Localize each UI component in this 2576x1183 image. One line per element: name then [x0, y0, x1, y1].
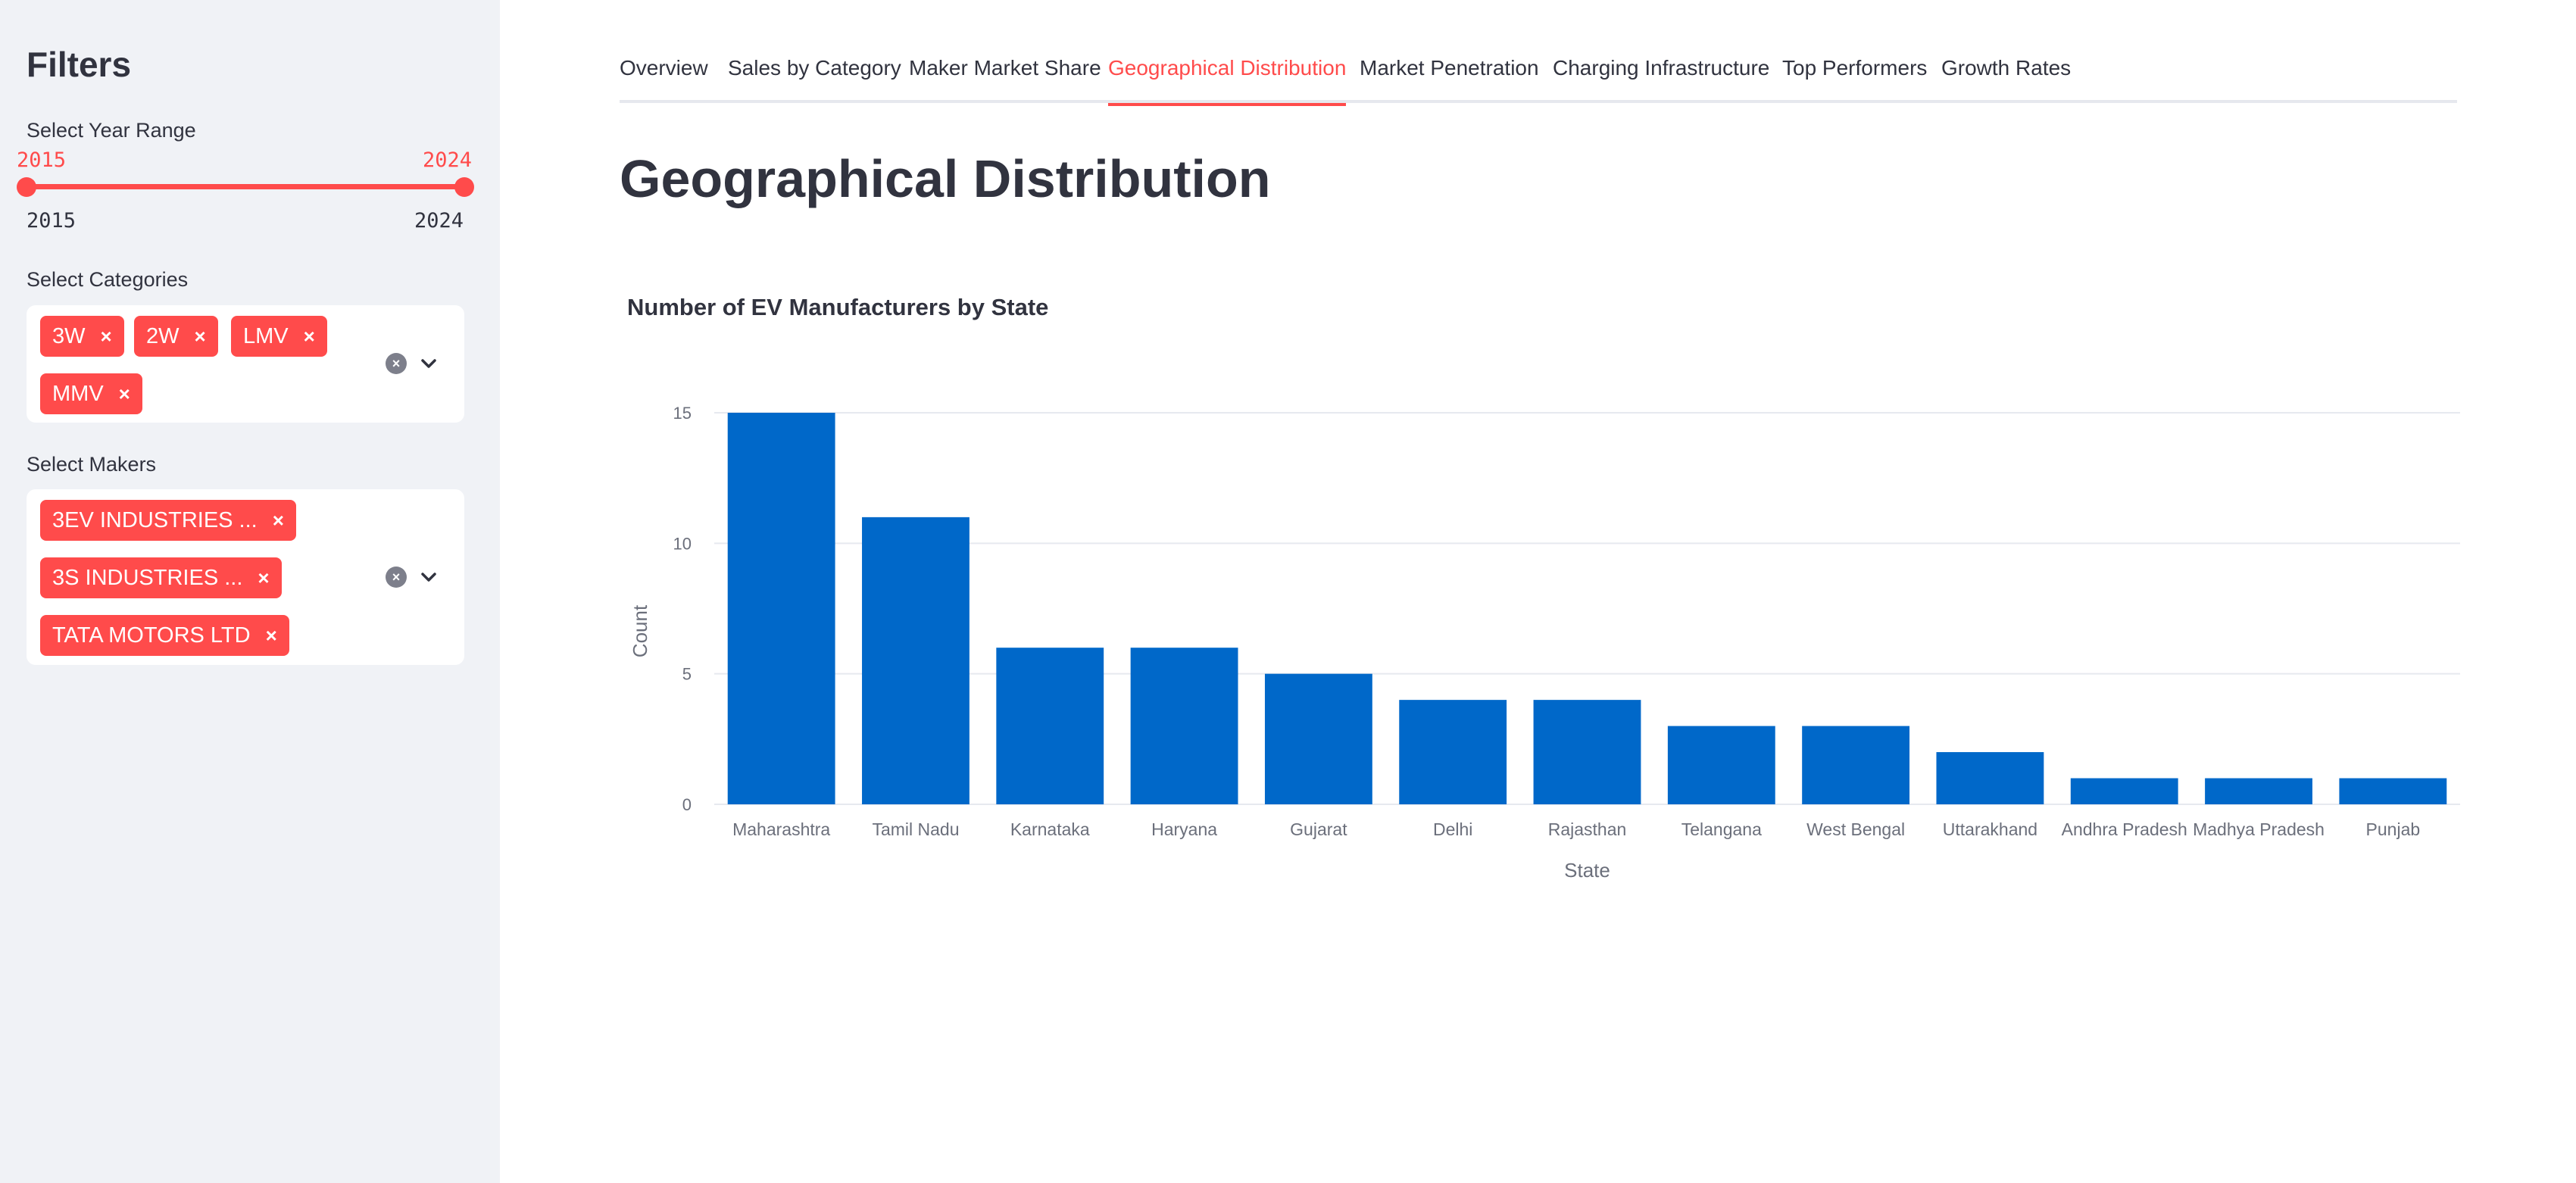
bar-chart: 0 5 10 15 Maharashtra Tamil Nadu Karnataka Hary… [629, 404, 2460, 882]
bar [1264, 673, 1372, 804]
y-tick-label: 15 [673, 404, 692, 423]
y-tick-label: 0 [682, 795, 692, 814]
y-tick-label: 10 [673, 534, 692, 553]
x-tick-label: Punjab [2366, 819, 2421, 839]
x-tick-label: Uttarakhand [1943, 819, 2037, 839]
bar [862, 517, 970, 804]
maker-chip[interactable]: 3S INDUSTRIES ... × [40, 557, 282, 598]
chevron-down-icon[interactable] [420, 355, 437, 372]
tab-bar: Overview Sales by Category Maker Market … [620, 45, 2457, 106]
sidebar: Filters Select Year Range 2015 2024 2015… [0, 0, 500, 1183]
bar [1533, 700, 1641, 804]
x-tick-label: Haryana [1151, 819, 1217, 839]
page-title: Geographical Distribution [620, 149, 1271, 208]
y-tick-label: 5 [682, 665, 692, 684]
chip-remove-icon[interactable]: × [100, 324, 112, 348]
bar [727, 413, 835, 804]
x-axis-label: State [1564, 859, 1610, 882]
bar [2339, 778, 2447, 804]
x-tick-label: Rajasthan [1548, 819, 1627, 839]
bar [996, 648, 1104, 804]
bar [1130, 648, 1238, 804]
x-tick-label: Madhya Pradesh [2193, 819, 2325, 839]
year-range-max-label: 2024 [414, 209, 464, 233]
tab-top-performers[interactable]: Top Performers [1782, 56, 1928, 80]
makers-label: Select Makers [27, 453, 157, 476]
bar [1936, 752, 2044, 804]
chip-remove-icon[interactable]: × [194, 324, 206, 348]
x-tick-label: Gujarat [1290, 819, 1347, 839]
bar [2205, 778, 2312, 804]
year-range-start-value: 2015 [17, 148, 67, 172]
x-tick-label: Tamil Nadu [872, 819, 959, 839]
tab-maker-market-share[interactable]: Maker Market Share [909, 56, 1101, 80]
tab-market-penetration[interactable]: Market Penetration [1360, 56, 1539, 80]
tab-sales-by-category[interactable]: Sales by Category [728, 56, 901, 80]
year-range-start-handle[interactable] [17, 177, 36, 197]
maker-chip[interactable]: TATA MOTORS LTD × [40, 615, 289, 656]
clear-all-icon[interactable]: × [386, 353, 407, 374]
category-chip[interactable]: 2W × [134, 316, 218, 357]
tab-geographical-distribution[interactable]: Geographical Distribution [1108, 56, 1347, 106]
category-chip[interactable]: LMV × [231, 316, 327, 357]
bar [2070, 778, 2178, 804]
chevron-down-icon[interactable] [420, 569, 437, 585]
categories-multiselect[interactable]: 3W × 2W × LMV × MMV × × [27, 305, 464, 423]
year-range-label: Select Year Range [27, 119, 196, 142]
x-tick-label: Andhra Pradesh [2062, 819, 2187, 839]
categories-label: Select Categories [27, 268, 189, 291]
makers-multiselect[interactable]: 3EV INDUSTRIES ... × 3S INDUSTRIES ... ×… [27, 489, 464, 665]
tab-charging-infrastructure[interactable]: Charging Infrastructure [1553, 56, 1770, 80]
x-tick-label: Karnataka [1010, 819, 1090, 839]
chart-title: Number of EV Manufacturers by State [627, 294, 1049, 320]
year-range-end-handle[interactable] [454, 177, 474, 197]
chip-remove-icon[interactable]: × [265, 623, 277, 647]
x-tick-label: Telangana [1681, 819, 1762, 839]
tab-growth-rates[interactable]: Growth Rates [1941, 56, 2072, 80]
year-range-slider-track[interactable] [27, 184, 464, 189]
chip-remove-icon[interactable]: × [272, 508, 284, 532]
year-range-min-label: 2015 [27, 209, 76, 233]
tab-overview[interactable]: Overview [620, 56, 708, 80]
chip-remove-icon[interactable]: × [118, 382, 130, 405]
category-chip[interactable]: 3W × [40, 316, 124, 357]
year-range-end-value: 2024 [423, 148, 473, 172]
x-tick-label: Maharashtra [732, 819, 830, 839]
x-tick-label: Delhi [1433, 819, 1472, 839]
maker-chip[interactable]: 3EV INDUSTRIES ... × [40, 500, 296, 541]
x-tick-label: West Bengal [1806, 819, 1905, 839]
chip-remove-icon[interactable]: × [258, 566, 270, 589]
bar [1802, 726, 1910, 804]
y-axis-label: Count [629, 604, 651, 657]
clear-all-icon[interactable]: × [386, 567, 407, 588]
chip-remove-icon[interactable]: × [303, 324, 315, 348]
bar [1399, 700, 1507, 804]
sidebar-title: Filters [27, 45, 132, 84]
bar [1667, 726, 1775, 804]
category-chip[interactable]: MMV × [40, 373, 142, 414]
